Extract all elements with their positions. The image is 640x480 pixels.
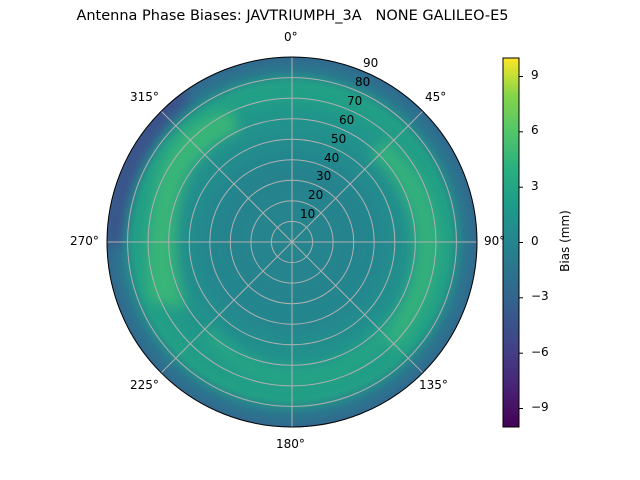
radial-label-90: 90: [363, 56, 379, 70]
angular-grid: [107, 57, 477, 427]
radial-label-60: 60: [339, 113, 355, 127]
cb-tick-neg3: −3: [531, 289, 549, 303]
cb-tick-3: 3: [531, 179, 539, 193]
colorbar: [502, 57, 523, 428]
radial-label-50: 50: [331, 132, 347, 146]
radial-label-80: 80: [355, 75, 371, 89]
radial-label-10: 10: [300, 207, 316, 221]
angle-label-180: 180°: [276, 437, 305, 451]
radial-label-70: 70: [347, 94, 363, 108]
angle-label-90: 90°: [484, 234, 506, 248]
cb-tick-neg9: −9: [531, 400, 549, 414]
angle-label-45: 45°: [425, 90, 447, 104]
cb-tick-9: 9: [531, 68, 539, 82]
angle-label-270: 270°: [70, 234, 99, 248]
angle-label-135: 135°: [419, 378, 448, 392]
chart-title: Antenna Phase Biases: JAVTRIUMPH_3A NONE…: [76, 8, 509, 24]
cb-tick-0: 0: [531, 234, 539, 248]
radial-label-30: 30: [316, 169, 332, 183]
radial-label-40: 40: [324, 151, 340, 165]
cb-tick-6: 6: [531, 123, 539, 137]
cb-tick-neg6: −6: [531, 345, 549, 359]
plot-border: [106, 56, 478, 428]
angle-label-225: 225°: [130, 378, 159, 392]
radial-label-20: 20: [308, 188, 324, 202]
angle-label-315: 315°: [130, 90, 159, 104]
angle-label-0: 0°: [284, 30, 298, 44]
colorbar-label: Bias (mm): [558, 210, 572, 272]
